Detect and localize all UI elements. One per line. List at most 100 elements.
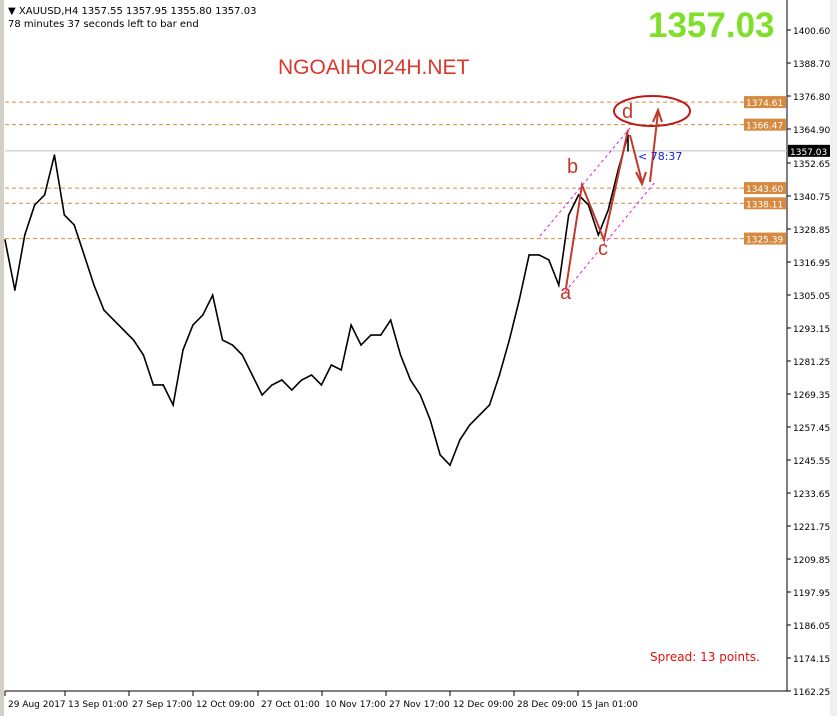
level-label: 1366.47	[746, 122, 783, 132]
y-tick-label: 1376.80	[793, 93, 830, 103]
x-tick-label: 29 Aug 2017	[8, 700, 66, 710]
y-tick-label: 1281.25	[793, 358, 830, 368]
price-point	[152, 384, 155, 386]
y-tick-label: 1388.70	[793, 60, 830, 70]
y-tick-label: 1245.55	[793, 457, 830, 467]
y-tick-label: 1305.05	[793, 292, 830, 302]
level-label: 1338.11	[746, 200, 783, 210]
price-point	[261, 394, 263, 396]
spread-text: Spread: 13 points.	[650, 650, 760, 664]
arrow-up	[649, 111, 659, 183]
price-point	[557, 284, 560, 286]
level-label-bg	[744, 182, 786, 195]
price-point	[478, 414, 481, 416]
level-label: 1343.60	[746, 185, 783, 195]
x-tick-label: 13 Sep 01:00	[68, 700, 128, 710]
price-point	[528, 254, 530, 256]
y-tick-label: 1197.95	[793, 589, 830, 599]
x-tick-label: 12 Dec 09:00	[453, 700, 514, 710]
level-label-bg	[744, 232, 786, 245]
level-label-bg	[744, 197, 786, 210]
price-point	[211, 294, 214, 296]
x-tick-label: 12 Oct 09:00	[196, 700, 255, 710]
price-point	[597, 234, 600, 236]
price-point	[419, 394, 422, 396]
price-point	[350, 324, 352, 326]
price-point	[23, 234, 26, 236]
price-point	[112, 319, 115, 321]
bar-timer-text: 78 minutes 37 seconds left to bar end	[8, 19, 199, 30]
price-point	[142, 354, 145, 356]
arrow-down-head	[635, 171, 647, 187]
price-point	[162, 384, 165, 386]
price-point	[409, 379, 412, 381]
price-point	[538, 254, 540, 256]
price-point	[201, 314, 204, 316]
arrow-up-head	[652, 107, 663, 123]
price-point	[330, 364, 333, 366]
price-point	[310, 374, 313, 376]
price-point	[389, 319, 392, 321]
price-point	[518, 299, 521, 301]
y-tick-label: 1269.35	[793, 391, 830, 401]
price-point	[449, 464, 451, 466]
price-point	[340, 369, 343, 371]
price-point	[93, 284, 95, 286]
price-point	[231, 344, 234, 346]
x-tick-label: 15 Jan 01:00	[581, 700, 638, 710]
price-point	[360, 344, 362, 346]
price-point	[73, 224, 76, 226]
target-ellipse	[613, 95, 691, 127]
y-tick-label: 1316.95	[793, 259, 830, 269]
level-label: 1374.61	[746, 99, 783, 109]
x-tick-label: 27 Oct 01:00	[261, 700, 320, 710]
wave-abcd-lines	[565, 129, 629, 289]
price-point	[132, 339, 135, 341]
price-point	[271, 384, 273, 386]
current-price-bg	[788, 144, 830, 157]
price-point	[567, 214, 570, 216]
price-point	[43, 194, 46, 196]
y-tick-label: 1340.75	[793, 193, 830, 203]
symbol-info: ▼ XAUUSD,H4 1357.55 1357.95 1355.80 1357…	[8, 6, 256, 17]
channel-lower	[564, 181, 656, 293]
x-tick-label: 27 Sep 17:00	[132, 700, 192, 710]
price-point	[221, 339, 224, 341]
price-point	[4, 239, 6, 241]
price-point	[439, 454, 441, 456]
x-tick-label: 28 Dec 09:00	[517, 700, 578, 710]
price-point	[192, 324, 194, 326]
wave-label-d: d	[622, 101, 634, 123]
price-point	[399, 354, 402, 356]
price-point	[627, 150, 629, 152]
dropdown-triangle-icon[interactable]: ▼	[8, 6, 19, 17]
y-tick-label: 1293.15	[793, 325, 830, 335]
price-point	[63, 214, 66, 216]
price-point	[300, 379, 303, 381]
price-point	[577, 194, 580, 196]
price-point	[182, 349, 184, 351]
wave-label-a: a	[560, 282, 572, 304]
x-tick-label: 10 Nov 17:00	[325, 700, 386, 710]
y-tick-label: 1400.60	[793, 27, 830, 37]
bar-countdown: < 78:37	[638, 150, 683, 163]
y-tick-label: 1186.05	[793, 622, 830, 632]
price-point	[508, 339, 511, 341]
current-price-label: 1357.03	[790, 148, 827, 158]
price-point	[33, 204, 36, 206]
price-point	[281, 379, 283, 381]
x-tick-label: 27 Nov 17:00	[389, 700, 450, 710]
price-point	[290, 389, 293, 391]
price-point	[468, 424, 471, 426]
y-tick-label: 1162.25	[793, 688, 830, 698]
wave-label-b: b	[567, 156, 579, 178]
price-series	[4, 134, 629, 467]
y-tick-label: 1328.85	[793, 226, 830, 236]
price-point	[607, 209, 610, 211]
y-tick-label: 1209.85	[793, 556, 830, 566]
price-point	[370, 334, 372, 336]
price-point	[14, 289, 16, 291]
level-label-bg	[744, 118, 786, 131]
